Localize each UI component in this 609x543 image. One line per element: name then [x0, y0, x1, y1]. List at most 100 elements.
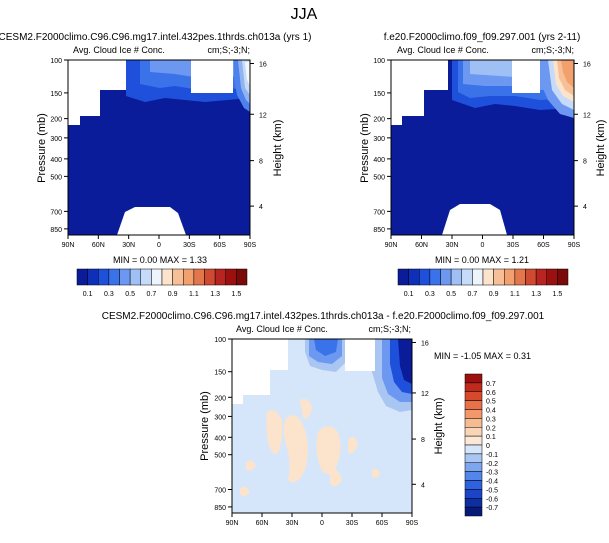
y-tick-label: 150	[50, 91, 62, 98]
colorbar-swatch	[557, 268, 569, 286]
panel-2-title: f.e20.F2000climo.f09_f09.297.001 (yrs 2-…	[384, 32, 581, 43]
panel-3-ylabel-right: Height (km)	[433, 398, 445, 455]
y-tick-label: 150	[373, 91, 385, 98]
colorbar-swatch	[525, 268, 537, 286]
colorbar-label: 0.4	[486, 408, 496, 415]
y-tick-label: 850	[214, 505, 226, 512]
colorbar-label: 1.3	[210, 291, 220, 298]
colorbar-label: 0.9	[489, 291, 499, 298]
colorbar-swatch	[464, 471, 483, 481]
panel-1-stats: MIN = 0.00 MAX = 1.33	[113, 255, 207, 265]
panel-1-variable-label: Avg. Cloud Ice # Conc.	[73, 45, 165, 55]
colorbar-swatch	[461, 268, 473, 286]
colorbar-swatch	[193, 268, 205, 286]
colorbar-label: 0.7	[486, 381, 496, 388]
x-tick-label: 60S	[213, 242, 226, 249]
colorbar-swatch	[440, 268, 452, 286]
y-tick-label: 300	[50, 136, 62, 143]
colorbar-swatch	[514, 268, 526, 286]
x-tick-label: 90S	[244, 242, 257, 249]
panel-1-axes: 90N 60N 30N 0 30S 60S 90S 100 150 200 300 400 500 700…	[50, 58, 267, 249]
x-tick-label: 90N	[226, 520, 239, 527]
y-tick-label: 200	[50, 117, 62, 124]
panel-2-field	[391, 60, 574, 235]
colorbar-label: 0.2	[486, 425, 496, 432]
y-tick-label: 500	[373, 174, 385, 181]
colorbar-label: -0.4	[486, 479, 498, 486]
x-tick-label: 60N	[415, 242, 428, 249]
panel-2-axes: 90N 60N 30N 0 30S 60S 90S 100 150 200 300 400 500 700…	[373, 58, 591, 249]
panel-1-ylabel-right: Height (km)	[272, 120, 284, 177]
x-tick-label: 90S	[568, 242, 581, 249]
panel-3-field	[232, 339, 412, 513]
colorbar-swatch	[464, 418, 483, 428]
colorbar-swatch	[535, 268, 547, 286]
panel-3-stats: MIN = -1.05 MAX = 0.31	[434, 351, 531, 361]
x-tick-label: 90S	[406, 520, 419, 527]
panel-3-title: CESM2.F2000climo.C96.C96.mg17.intel.432p…	[102, 311, 545, 322]
x-tick-label: 30N	[286, 520, 299, 527]
x-tick-label: 0	[481, 242, 485, 249]
x-tick-label: 60N	[92, 242, 105, 249]
y-right-tick-label: 12	[259, 112, 267, 119]
x-tick-label: 30N	[446, 242, 459, 249]
panel-1-field	[68, 60, 250, 235]
panel-2-stats: MIN = 0.00 MAX = 1.21	[435, 255, 529, 265]
colorbar-label: 0.6	[486, 390, 496, 397]
colorbar-swatch	[546, 268, 558, 286]
colorbar-label: 0.3	[486, 416, 496, 423]
colorbar-swatch	[408, 268, 420, 286]
colorbar-swatch	[464, 453, 483, 463]
colorbar-swatch	[429, 268, 441, 286]
y-tick-label: 400	[373, 157, 385, 164]
colorbar-label: 1.3	[531, 291, 541, 298]
panel-1-title: CESM2.F2000climo.C96.C96.mg17.intel.432p…	[0, 32, 311, 43]
y-right-tick-label: 8	[421, 437, 425, 444]
x-tick-label: 0	[157, 242, 161, 249]
panel-3: CESM2.F2000climo.C96.C96.mg17.intel.432p…	[102, 311, 545, 527]
y-tick-label: 200	[214, 395, 226, 402]
x-tick-label: 60S	[376, 520, 389, 527]
colorbar-label: -0.3	[486, 470, 498, 477]
panel-3-axes: 90N 60N 30N 0 30S 60S 90S 100 150 200 300 400 500 700…	[214, 337, 429, 527]
y-tick-label: 300	[214, 414, 226, 421]
y-tick-label: 500	[214, 453, 226, 460]
colorbar-swatch	[464, 382, 483, 392]
colorbar-swatch	[119, 268, 131, 286]
y-tick-label: 100	[373, 58, 385, 65]
colorbar-label: -0.1	[486, 452, 498, 459]
x-tick-label: 90N	[385, 242, 398, 249]
colorbar-swatch	[464, 480, 483, 490]
colorbar-swatch	[98, 268, 110, 286]
x-tick-label: 0	[320, 520, 324, 527]
colorbar-swatch	[472, 268, 484, 286]
panel-2-units-label: cm;S;-3;N;	[531, 45, 574, 55]
x-tick-label: 30S	[183, 242, 196, 249]
panel-3-colorbar: 0.70.60.50.40.30.20.10-0.1-0.2-0.3-0.4-0…	[464, 373, 498, 517]
y-tick-label: 850	[373, 227, 385, 234]
colorbar-swatch	[183, 268, 195, 286]
colorbar-swatch	[214, 268, 226, 286]
colorbar-swatch	[464, 400, 483, 410]
colorbar-swatch	[236, 268, 248, 286]
colorbar-swatch	[87, 268, 99, 286]
x-tick-label: 30S	[507, 242, 520, 249]
colorbar-swatch	[161, 268, 173, 286]
colorbar-swatch	[397, 268, 409, 286]
y-right-tick-label: 12	[421, 391, 429, 398]
x-tick-label: 90N	[62, 242, 75, 249]
colorbar-swatch	[129, 268, 141, 286]
colorbar-swatch	[464, 444, 483, 455]
y-tick-label: 700	[214, 488, 226, 495]
y-right-tick-label: 16	[259, 62, 267, 69]
colorbar-label: 0.5	[446, 291, 456, 298]
panel-3-units-label: cm;S;-3;N;	[368, 324, 411, 334]
panel-1-colorbar: 0.1 0.3 0.5 0.7 0.9 1.1 1.3 1.5	[76, 268, 248, 298]
colorbar-swatch	[464, 409, 483, 419]
y-right-tick-label: 4	[583, 204, 587, 211]
colorbar-label: -0.5	[486, 487, 498, 494]
y-tick-label: 100	[50, 58, 62, 65]
colorbar-swatch	[464, 435, 483, 446]
panel-2: f.e20.F2000climo.f09_f09.297.001 (yrs 2-…	[359, 32, 607, 298]
